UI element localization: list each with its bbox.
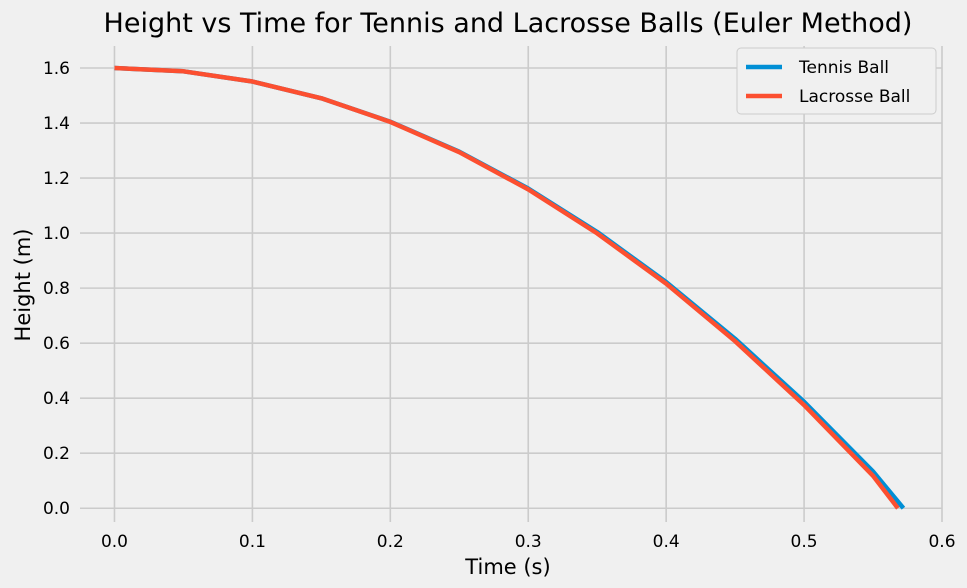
y-tick-label: 0.8 xyxy=(43,279,70,299)
x-tick-label: 0.2 xyxy=(377,532,404,552)
y-tick-labels: 0.0 0.2 0.4 0.6 0.8 1.0 1.2 1.4 1.6 xyxy=(43,59,70,519)
x-tick-labels: 0.0 0.1 0.2 0.3 0.4 0.5 0.6 xyxy=(101,532,956,552)
y-tick-label: 1.4 xyxy=(43,114,70,134)
series-line-lacrosse-ball xyxy=(114,65,900,510)
plot-area xyxy=(80,46,942,522)
x-tick-label: 0.5 xyxy=(791,532,818,552)
x-tick-label: 0.1 xyxy=(239,532,266,552)
x-tick-label: 0.0 xyxy=(101,532,128,552)
legend-label-tennis-ball: Tennis Ball xyxy=(798,58,889,78)
y-axis-label: Height (m) xyxy=(11,229,35,342)
x-tick-label: 0.4 xyxy=(653,532,680,552)
legend: Tennis Ball Lacrosse Ball xyxy=(736,47,937,115)
y-tick-label: 1.0 xyxy=(43,224,70,244)
legend-label-lacrosse-ball: Lacrosse Ball xyxy=(799,87,910,107)
y-tick-label: 0.4 xyxy=(43,389,70,409)
series-lines xyxy=(114,65,906,510)
x-tick-label: 0.6 xyxy=(928,532,955,552)
x-tick-label: 0.3 xyxy=(515,532,542,552)
chart-title: Height vs Time for Tennis and Lacrosse B… xyxy=(104,8,913,39)
y-tick-label: 0.0 xyxy=(43,499,70,519)
y-tick-label: 1.6 xyxy=(43,59,70,79)
y-tick-label: 1.2 xyxy=(43,169,70,189)
y-tick-label: 0.2 xyxy=(43,444,70,464)
x-axis-label: Time (s) xyxy=(464,555,550,579)
y-tick-label: 0.6 xyxy=(43,334,70,354)
legend-box xyxy=(736,47,937,115)
